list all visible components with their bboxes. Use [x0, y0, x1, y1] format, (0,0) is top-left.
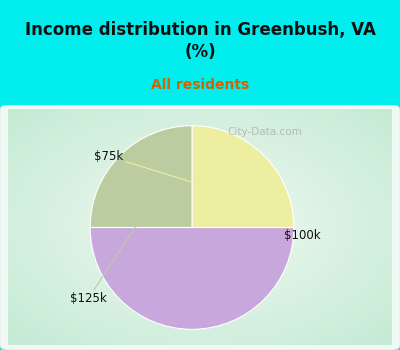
Text: $125k: $125k — [70, 193, 158, 305]
Text: Income distribution in Greenbush, VA
(%): Income distribution in Greenbush, VA (%) — [24, 21, 376, 61]
Text: City-Data.com: City-Data.com — [227, 127, 302, 137]
Text: All residents: All residents — [151, 78, 249, 92]
Wedge shape — [192, 126, 294, 228]
Wedge shape — [90, 228, 294, 329]
Text: $75k: $75k — [94, 150, 226, 193]
FancyBboxPatch shape — [0, 105, 400, 350]
Wedge shape — [90, 126, 192, 228]
Text: $100k: $100k — [192, 229, 320, 276]
